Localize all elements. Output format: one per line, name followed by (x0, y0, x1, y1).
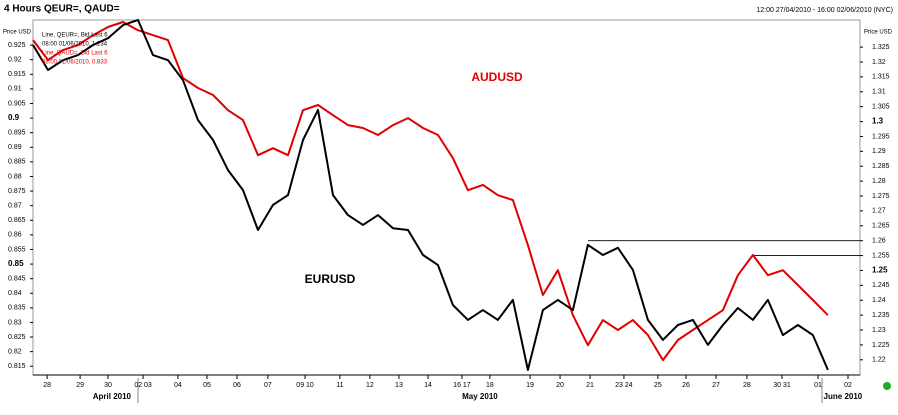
y-tick-label: 0.905 (8, 100, 26, 107)
y-tick-label: 0.925 (8, 42, 26, 49)
month-label: April 2010 (93, 392, 132, 401)
x-tick-label: 30 (104, 382, 112, 389)
x-tick-label: 27 (712, 382, 720, 389)
y-tick-label: 0.86 (8, 232, 22, 239)
y-tick-label: 0.885 (8, 159, 26, 166)
x-tick-label: 07 (264, 382, 272, 389)
y2-tick-label: 1.315 (872, 74, 890, 81)
y-tick-label: 0.855 (8, 246, 26, 253)
y2-tick-label: 1.23 (872, 327, 886, 334)
x-tick-label: 20 (556, 382, 564, 389)
y2-tick-label: 1.235 (872, 312, 890, 319)
y2-tick-label: 1.225 (872, 342, 890, 349)
y2-tick-label: 1.28 (872, 178, 886, 185)
y-tick-label: 0.83 (8, 319, 22, 326)
y-tick-label: 0.915 (8, 71, 26, 78)
chart-title: 4 Hours QEUR=, QAUD= (4, 4, 120, 15)
y-tick-label: 0.9 (8, 113, 20, 122)
status-dot (883, 382, 891, 390)
x-tick-label: 16 17 (453, 382, 471, 389)
x-tick-label: 18 (486, 382, 494, 389)
series-line (32, 21, 829, 362)
x-tick-label: 28 (743, 382, 751, 389)
legend-text: Line, QEUR=, Bid Last 6 (42, 33, 108, 39)
y-axis-label: Price USD (3, 30, 32, 36)
legend-text: 08:00 01/06/2010, 0.833 (42, 60, 108, 66)
y-tick-label: 0.88 (8, 173, 22, 180)
y2-tick-label: 1.255 (872, 252, 890, 259)
y2-tick-label: 1.22 (872, 357, 886, 364)
x-tick-label: 19 (526, 382, 534, 389)
x-tick-label: 01 (814, 382, 822, 389)
y2-tick-label: 1.275 (872, 193, 890, 200)
x-tick-label: 11 (336, 382, 343, 389)
x-tick-label: 09 10 (296, 382, 314, 389)
y-tick-label: 0.875 (8, 188, 26, 195)
y2-tick-label: 1.245 (872, 282, 890, 289)
series-annotation: EURUSD (305, 272, 356, 286)
y2-tick-label: 1.3 (872, 117, 884, 126)
y2-tick-label: 1.265 (872, 223, 890, 230)
y2-tick-label: 1.325 (872, 44, 890, 51)
x-tick-label: 30 31 (773, 382, 791, 389)
x-tick-label: 13 (395, 382, 403, 389)
y2-tick-label: 1.32 (872, 59, 886, 66)
y-tick-label: 0.89 (8, 144, 22, 151)
x-tick-label: 23 24 (615, 382, 633, 389)
y-tick-label: 0.815 (8, 363, 26, 370)
y2-axis-label: Price USD (864, 30, 893, 36)
y-tick-label: 0.91 (8, 86, 22, 93)
x-tick-label: 02 (844, 382, 852, 389)
y2-tick-label: 1.26 (872, 238, 886, 245)
y-tick-label: 0.87 (8, 203, 22, 210)
x-tick-label: 14 (424, 382, 432, 389)
x-tick-label: 05 (203, 382, 211, 389)
legend-text: Line, QAUD=, Bid Last 6 (42, 51, 108, 57)
y2-tick-label: 1.29 (872, 148, 886, 155)
legend-text: 08:00 01/06/2010, 1.234 (42, 42, 108, 48)
series-annotation: AUDUSD (471, 70, 523, 84)
y2-tick-label: 1.295 (872, 133, 890, 140)
y2-tick-label: 1.285 (872, 163, 890, 170)
y-tick-label: 0.835 (8, 305, 26, 312)
y-tick-label: 0.82 (8, 348, 22, 355)
y-tick-label: 0.85 (8, 259, 24, 268)
y-tick-label: 0.845 (8, 276, 26, 283)
x-tick-label: 02 03 (134, 382, 152, 389)
y-tick-label: 0.92 (8, 57, 22, 64)
y-tick-label: 0.895 (8, 130, 26, 137)
x-tick-label: 28 (43, 382, 51, 389)
month-label: May 2010 (462, 392, 498, 401)
x-tick-label: 06 (233, 382, 241, 389)
x-tick-label: 12 (366, 382, 374, 389)
x-tick-label: 26 (682, 382, 690, 389)
y2-tick-label: 1.24 (872, 297, 886, 304)
y2-tick-label: 1.305 (872, 104, 890, 111)
chart-subtitle: 12:00 27/04/2010 - 16:00 02/06/2010 (NYC… (756, 7, 893, 14)
y2-tick-label: 1.27 (872, 208, 886, 215)
series-line (32, 19, 829, 371)
x-tick-label: 29 (76, 382, 84, 389)
x-tick-label: 21 (586, 382, 594, 389)
x-tick-label: 04 (174, 382, 182, 389)
y2-tick-label: 1.25 (872, 266, 888, 275)
month-label: June 2010 (824, 392, 863, 401)
y-tick-label: 0.84 (8, 290, 22, 297)
x-tick-label: 25 (654, 382, 662, 389)
y2-tick-label: 1.31 (872, 89, 886, 96)
y-tick-label: 0.825 (8, 334, 26, 341)
y-tick-label: 0.865 (8, 217, 26, 224)
